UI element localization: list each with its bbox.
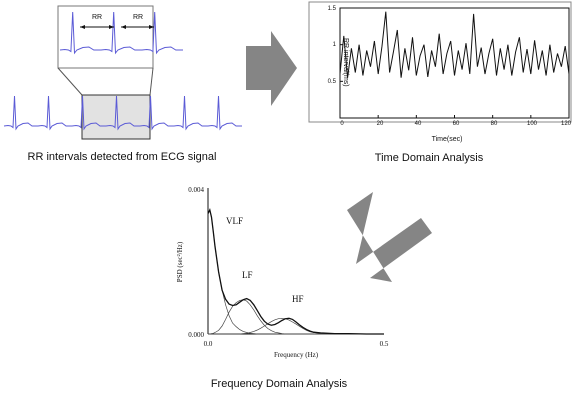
x-tick-20: 20 bbox=[377, 121, 384, 127]
y-tick-1: 1 bbox=[333, 42, 337, 48]
zoom-ecg-trace bbox=[59, 11, 183, 55]
zoom-connector-right bbox=[149, 67, 154, 96]
psd-y-tick-top: 0.004 bbox=[188, 186, 204, 194]
x-tick-80: 80 bbox=[491, 121, 498, 127]
time-panel-frame bbox=[308, 1, 572, 123]
time-domain-panel: 1.5 1 0.5 0 20 40 60 80 100 120 Time(sec… bbox=[308, 1, 572, 164]
ecg-caption: RR intervals detected from ECG signal bbox=[28, 151, 217, 163]
hf-component-line bbox=[208, 317, 384, 335]
y-tick-1-5: 1.5 bbox=[328, 6, 337, 12]
zoom-connector-left bbox=[57, 67, 83, 96]
time-axis-ticks bbox=[339, 7, 570, 118]
rr-marker-1: RR bbox=[80, 14, 114, 29]
rr-interval-series-line bbox=[339, 11, 570, 78]
total-psd-line bbox=[207, 207, 384, 335]
psd-x-tick-right: 0.5 bbox=[380, 340, 389, 348]
ecg-panel: RR RR RR intervals detected from ECG sig… bbox=[3, 5, 242, 163]
psd-x-tick-left: 0.0 bbox=[204, 340, 213, 348]
rr-label-1: RR bbox=[92, 14, 102, 21]
x-tick-0: 0 bbox=[340, 121, 344, 127]
time-ylabel: RR interval(ms) bbox=[342, 38, 349, 87]
x-tick-120: 120 bbox=[561, 121, 572, 127]
arrow-down-left-icon bbox=[347, 192, 432, 282]
x-tick-40: 40 bbox=[415, 121, 422, 127]
y-tick-0-5: 0.5 bbox=[328, 79, 337, 85]
freq-caption: Frequency Domain Analysis bbox=[211, 378, 348, 390]
psd-xlabel: Frequency (Hz) bbox=[274, 351, 319, 359]
rr-marker-2: RR bbox=[121, 14, 154, 29]
ecg-strip-trace bbox=[3, 95, 242, 131]
arrow-right-icon bbox=[246, 31, 297, 106]
rr-label-2: RR bbox=[133, 14, 143, 21]
band-label-hf: HF bbox=[292, 294, 304, 304]
time-caption: Time Domain Analysis bbox=[375, 152, 484, 164]
psd-ylabel: PSD (sec²/Hz) bbox=[176, 241, 184, 282]
time-xlabel: Time(sec) bbox=[432, 136, 463, 143]
x-tick-60: 60 bbox=[453, 121, 460, 127]
frequency-domain-panel: 0.004 0.000 0.0 0.5 Frequency (Hz) PSD (… bbox=[176, 186, 389, 390]
x-tick-100: 100 bbox=[527, 121, 538, 127]
band-label-vlf: VLF bbox=[226, 216, 243, 226]
lf-component-line bbox=[208, 299, 384, 335]
vlf-component-line bbox=[207, 208, 384, 335]
psd-y-tick-bottom: 0.000 bbox=[188, 331, 204, 339]
band-label-lf: LF bbox=[242, 270, 253, 280]
